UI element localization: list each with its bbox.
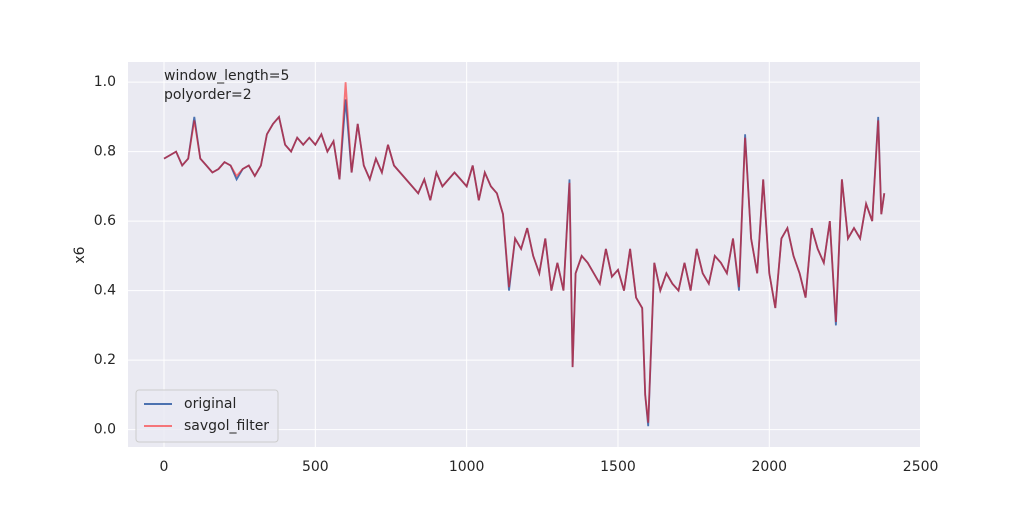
y-tick-label: 0.6 <box>94 213 116 229</box>
annotation: window_length=5 <box>164 68 289 84</box>
x-tick-label: 1000 <box>449 459 485 475</box>
x-tick-label: 1500 <box>600 459 636 475</box>
y-tick-label: 1.0 <box>94 74 116 90</box>
x-tick-label: 2500 <box>903 459 939 475</box>
x-tick-label: 0 <box>160 459 169 475</box>
x-tick-label: 500 <box>302 459 329 475</box>
annotation: polyorder=2 <box>164 87 252 103</box>
x-tick-label: 2000 <box>751 459 787 475</box>
legend-label: savgol_filter <box>184 418 269 434</box>
y-axis-label: x6 <box>72 246 88 263</box>
legend-label: original <box>184 396 236 412</box>
plot-area <box>128 62 920 447</box>
y-tick-label: 0.0 <box>94 422 116 438</box>
y-tick-label: 0.2 <box>94 352 116 368</box>
y-tick-label: 0.4 <box>94 283 116 299</box>
y-tick-label: 0.8 <box>94 144 116 160</box>
series-line <box>163 82 886 423</box>
